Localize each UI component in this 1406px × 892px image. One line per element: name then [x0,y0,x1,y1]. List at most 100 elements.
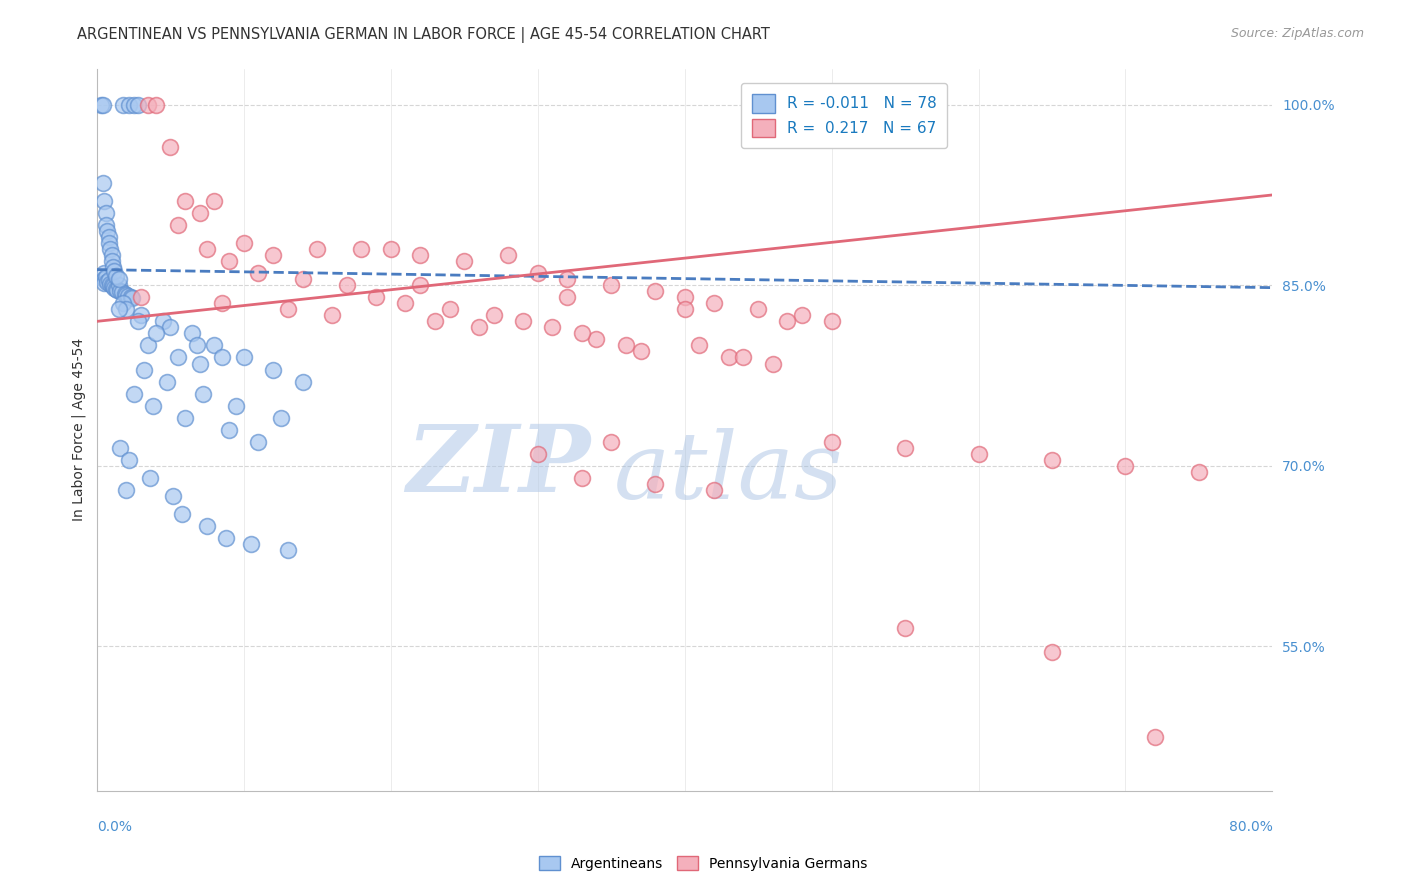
Point [555,272,578,286]
Point [600,434,623,449]
Point [110,285,132,299]
Point [747,302,769,317]
Point [103,280,125,294]
Point [202,338,225,352]
Point [136,97,159,112]
Point [1040,452,1063,467]
Point [541,320,564,334]
Point [195,519,218,533]
Point [115,288,138,302]
Point [118,452,141,467]
Point [555,290,578,304]
Legend: Argentineans, Pennsylvania Germans: Argentineans, Pennsylvania Germans [533,850,873,876]
Text: 80.0%: 80.0% [1229,820,1272,834]
Point [104,268,127,283]
Point [321,309,343,323]
Point [121,292,143,306]
Point [94,269,117,284]
Point [98,277,121,291]
Point [218,423,240,437]
Point [145,97,167,112]
Point [792,309,814,323]
Point [409,278,432,293]
Point [100,254,122,268]
Point [894,441,917,455]
Point [1114,458,1136,473]
Point [688,338,710,352]
Point [91,97,114,112]
Point [120,290,142,304]
Point [127,97,149,112]
Point [673,302,696,317]
Point [97,230,120,244]
Point [103,264,125,278]
Point [191,386,214,401]
Point [112,296,135,310]
Point [172,507,194,521]
Point [1188,465,1211,479]
Point [526,447,548,461]
Point [614,338,637,352]
Point [820,434,842,449]
Point [127,314,149,328]
Point [967,447,990,461]
Point [159,320,181,334]
Point [703,483,725,497]
Point [108,272,131,286]
Point [211,351,233,365]
Point [156,375,179,389]
Point [93,272,115,286]
Point [145,326,167,341]
Point [571,326,593,341]
Legend: R = -0.011   N = 78, R =  0.217   N = 67: R = -0.011 N = 78, R = 0.217 N = 67 [741,83,948,148]
Point [94,206,117,220]
Point [100,278,122,293]
Point [98,242,121,256]
Point [277,543,299,558]
Point [142,399,165,413]
Point [717,351,740,365]
Point [232,351,254,365]
Point [101,279,124,293]
Point [409,248,432,262]
Point [215,531,238,545]
Point [202,194,225,208]
Text: ZIP: ZIP [406,421,591,511]
Point [526,266,548,280]
Point [247,434,270,449]
Point [101,260,124,275]
Point [468,320,491,334]
Point [1143,730,1166,744]
Point [122,386,145,401]
Point [136,338,159,352]
Point [247,266,270,280]
Point [108,302,131,317]
Point [218,254,240,268]
Point [776,314,799,328]
Point [195,242,218,256]
Point [159,140,181,154]
Point [453,254,475,268]
Point [90,97,112,112]
Point [644,285,666,299]
Point [115,483,138,497]
Point [96,224,118,238]
Point [139,471,162,485]
Point [166,218,188,232]
Point [111,285,134,300]
Point [122,97,145,112]
Point [112,97,135,112]
Text: ARGENTINEAN VS PENNSYLVANIA GERMAN IN LABOR FORCE | AGE 45-54 CORRELATION CHART: ARGENTINEAN VS PENNSYLVANIA GERMAN IN LA… [77,27,770,43]
Point [630,344,652,359]
Point [673,290,696,304]
Point [117,289,139,303]
Point [93,194,115,208]
Point [186,338,208,352]
Point [307,242,329,256]
Point [733,351,755,365]
Point [132,362,155,376]
Point [482,309,505,323]
Point [162,489,184,503]
Point [152,314,174,328]
Point [211,296,233,310]
